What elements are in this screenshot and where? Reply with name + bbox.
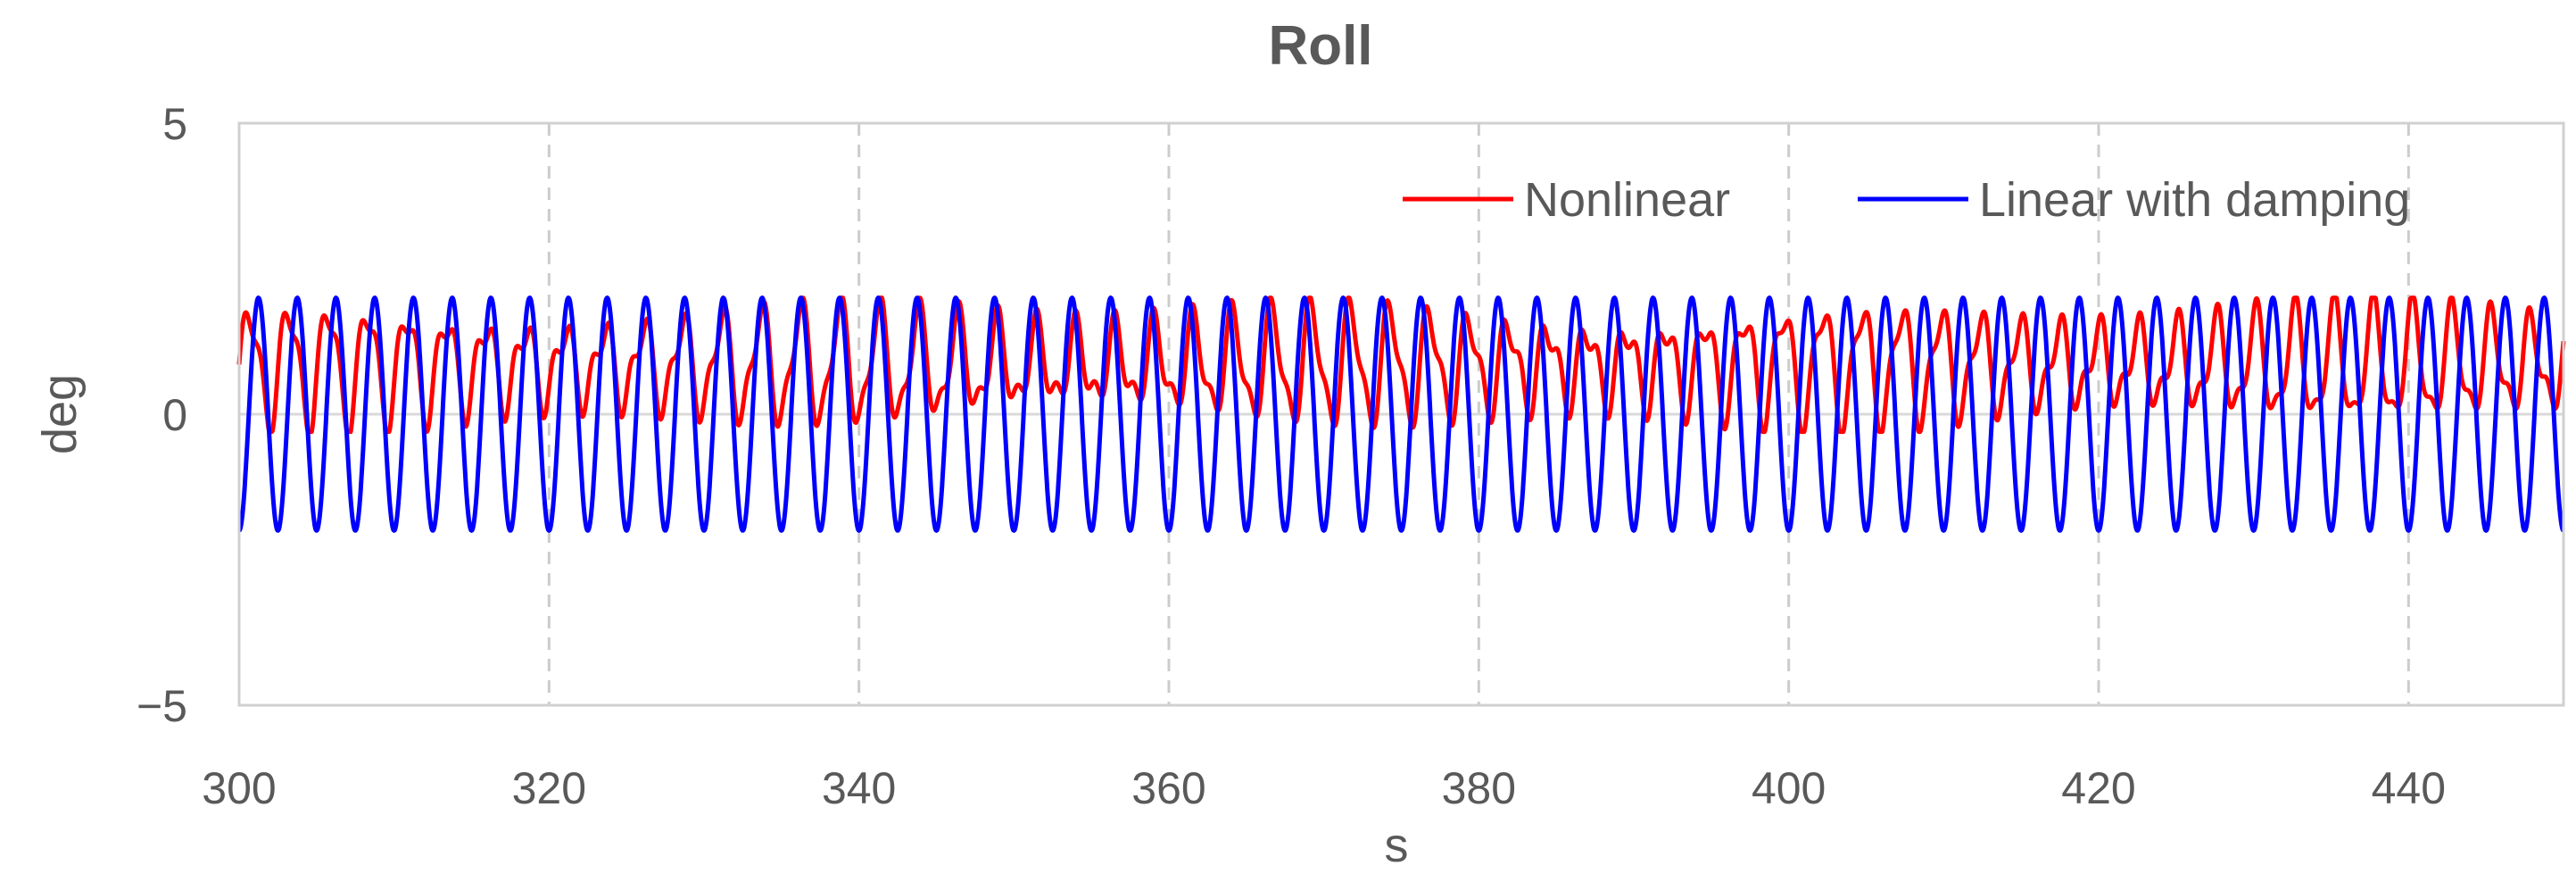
x-tick-label-320: 320: [512, 763, 586, 813]
y-axis-ticks: −5 0 5: [137, 99, 187, 731]
chart-title: Roll: [1268, 15, 1372, 77]
legend-label-linear-with-damping: Linear with damping: [1979, 173, 2410, 227]
y-tick-label-0: −5: [137, 681, 187, 731]
x-tick-label-360: 360: [1131, 763, 1205, 813]
y-tick-label-1: 0: [162, 390, 187, 440]
legend: Nonlinear Linear with damping: [1403, 173, 2410, 227]
x-tick-label-420: 420: [2061, 763, 2135, 813]
series-layer: [236, 295, 2566, 533]
x-axis-ticks: 300 320 340 360 380 400 420 440: [202, 763, 2446, 813]
x-axis-label: s: [1385, 819, 1409, 872]
x-tick-label-400: 400: [1752, 763, 1826, 813]
y-axis-label: deg: [33, 374, 87, 454]
plot-area-frame: [237, 121, 2565, 707]
x-tick-label-340: 340: [822, 763, 896, 813]
x-tick-label-440: 440: [2372, 763, 2446, 813]
x-tick-label-380: 380: [1442, 763, 1516, 813]
x-tick-label-300: 300: [202, 763, 276, 813]
series-line-linear-with-damping: [237, 295, 2565, 533]
series-line-nonlinear: [236, 295, 2566, 435]
y-tick-label-2: 5: [162, 99, 187, 149]
legend-label-nonlinear: Nonlinear: [1524, 173, 1730, 227]
